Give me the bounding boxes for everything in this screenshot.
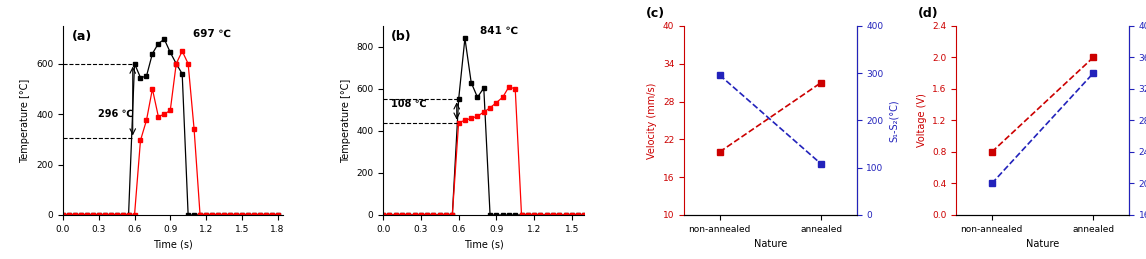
X-axis label: Nature: Nature	[754, 239, 787, 249]
Text: (c): (c)	[646, 7, 666, 20]
Text: 841 ℃: 841 ℃	[480, 25, 518, 35]
X-axis label: Time (s): Time (s)	[464, 239, 503, 249]
Text: (b): (b)	[391, 30, 411, 43]
X-axis label: Time (s): Time (s)	[154, 239, 194, 249]
Text: 697 ℃: 697 ℃	[193, 29, 231, 39]
Text: (d): (d)	[918, 7, 939, 20]
Text: (a): (a)	[72, 30, 92, 43]
Y-axis label: Temperature [°C]: Temperature [°C]	[340, 78, 351, 163]
Text: 108 ℃: 108 ℃	[391, 99, 426, 109]
Y-axis label: Velocity (mm/s): Velocity (mm/s)	[647, 82, 658, 159]
Y-axis label: Voltage (V): Voltage (V)	[917, 93, 927, 147]
X-axis label: Nature: Nature	[1026, 239, 1059, 249]
Y-axis label: Temperature [°C]: Temperature [°C]	[21, 78, 31, 163]
Text: 296 ℃: 296 ℃	[99, 109, 134, 119]
Y-axis label: S₁-S₂(°C): S₁-S₂(°C)	[889, 99, 900, 142]
